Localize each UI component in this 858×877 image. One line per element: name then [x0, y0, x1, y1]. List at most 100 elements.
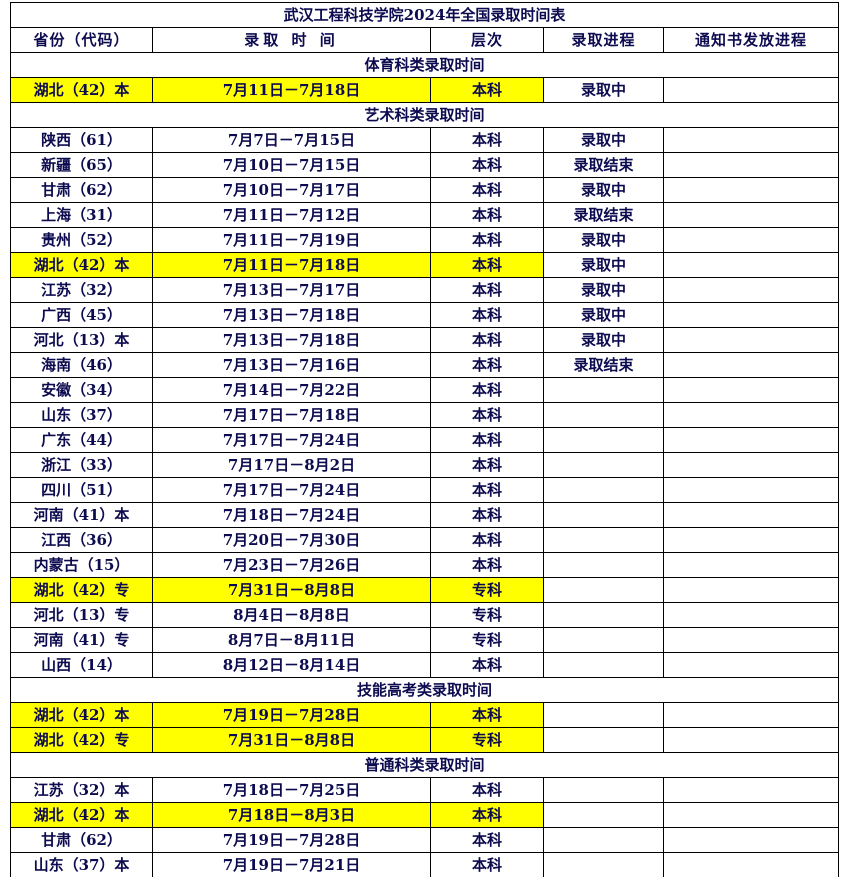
cell-progress: 录取中	[543, 302, 664, 328]
cell-progress: 录取中	[543, 227, 664, 253]
column-header-level[interactable]: 层次	[430, 27, 544, 53]
cell-level: 专科	[430, 627, 544, 653]
cell-time: 7月18日－7月25日	[152, 777, 431, 803]
cell-province: 安徽（34）	[10, 377, 153, 403]
cell-notice	[662, 227, 840, 253]
cell-progress: 录取中	[543, 77, 664, 103]
column-header-progress[interactable]: 录取进程	[543, 27, 664, 53]
table-row: 江苏（32） 7月13日－7月17日 本科 录取中	[10, 277, 840, 303]
table-row: 海南（46） 7月13日－7月16日 本科 录取结束	[10, 352, 840, 378]
cell-progress	[543, 552, 664, 578]
cell-time: 7月18日－8月3日	[152, 802, 431, 828]
cell-notice	[662, 202, 840, 228]
cell-province: 湖北（42）本	[10, 77, 153, 103]
column-header-notice[interactable]: 通知书发放进程	[662, 27, 840, 53]
page-title: 武汉工程科技学院2024年全国录取时间表	[9, 2, 840, 28]
cell-progress	[543, 502, 664, 528]
cell-time: 7月11日－7月18日	[152, 77, 431, 103]
table-row: 新疆（65） 7月10日－7月15日 本科 录取结束	[10, 152, 840, 178]
cell-time: 7月17日－8月2日	[152, 452, 431, 478]
cell-time: 7月13日－7月18日	[152, 327, 431, 353]
cell-province: 甘肃（62）	[10, 177, 153, 203]
cell-time: 7月11日－7月19日	[152, 227, 431, 253]
cell-province: 河北（13）本	[10, 327, 153, 353]
cell-time: 8月7日－8月11日	[152, 627, 431, 653]
cell-province: 四川（51）	[10, 477, 153, 503]
cell-level: 本科	[430, 702, 544, 728]
cell-progress	[543, 702, 664, 728]
table-row: 湖北（42）本 7月11日－7月18日 本科 录取中	[10, 252, 840, 278]
table-row: 河南（41）本 7月18日－7月24日 本科	[10, 502, 840, 528]
cell-notice	[662, 527, 840, 553]
cell-time: 7月31日－8月8日	[152, 727, 431, 753]
cell-province: 甘肃（62）	[10, 827, 153, 853]
cell-time: 7月11日－7月18日	[152, 252, 431, 278]
cell-time: 7月17日－7月24日	[152, 477, 431, 503]
cell-time: 7月10日－7月17日	[152, 177, 431, 203]
table-row: 湖北（42）本 7月11日－7月18日 本科 录取中	[10, 77, 840, 103]
cell-province: 山东（37）	[10, 402, 153, 428]
table-row: 湖北（42）专 7月31日－8月8日 专科	[10, 727, 840, 753]
cell-time: 7月14日－7月22日	[152, 377, 431, 403]
cell-level: 本科	[430, 452, 544, 478]
section-header-row: 艺术科类录取时间	[9, 102, 840, 128]
cell-time: 7月13日－7月18日	[152, 302, 431, 328]
table-row: 安徽（34） 7月14日－7月22日 本科	[10, 377, 840, 403]
table-row: 湖北（42）专 7月31日－8月8日 专科	[10, 577, 840, 603]
table-row: 江西（36） 7月20日－7月30日 本科	[10, 527, 840, 553]
cell-progress: 录取结束	[543, 202, 664, 228]
cell-province: 湖北（42）专	[10, 727, 153, 753]
cell-province: 河北（13）专	[10, 602, 153, 628]
cell-province: 海南（46）	[10, 352, 153, 378]
cell-province: 广东（44）	[10, 427, 153, 453]
cell-province: 江西（36）	[10, 527, 153, 553]
cell-level: 专科	[430, 577, 544, 603]
cell-notice	[662, 77, 840, 103]
section-header-label: 艺术科类录取时间	[9, 102, 840, 128]
recruitment-schedule-table: 武汉工程科技学院2024年全国录取时间表 省份（代码） 录取 时 间层次 录取进程 通知…	[9, 2, 840, 877]
cell-progress	[543, 852, 664, 877]
cell-progress: 录取中	[543, 277, 664, 303]
table-row: 甘肃（62） 7月10日－7月17日 本科 录取中	[10, 177, 840, 203]
section-header-row: 体育科类录取时间	[9, 52, 840, 78]
cell-province: 陕西（61）	[10, 127, 153, 153]
cell-province: 山东（37）本	[10, 852, 153, 877]
cell-level: 本科	[430, 352, 544, 378]
cell-level: 本科	[430, 827, 544, 853]
cell-notice	[662, 777, 840, 803]
cell-notice	[662, 252, 840, 278]
cell-notice	[662, 152, 840, 178]
cell-level: 专科	[430, 602, 544, 628]
cell-province: 江苏（32）	[10, 277, 153, 303]
cell-time: 7月13日－7月16日	[152, 352, 431, 378]
title-row: 武汉工程科技学院2024年全国录取时间表	[9, 2, 840, 28]
table-row: 陕西（61） 7月7日－7月15日 本科 录取中	[10, 127, 840, 153]
cell-notice	[662, 552, 840, 578]
column-header-time[interactable]: 录取 时 间	[152, 27, 431, 53]
cell-time: 8月4日－8月8日	[152, 602, 431, 628]
cell-time: 7月31日－8月8日	[152, 577, 431, 603]
cell-level: 本科	[430, 652, 544, 678]
table-row: 浙江（33） 7月17日－8月2日 本科	[10, 452, 840, 478]
cell-province: 贵州（52）	[10, 227, 153, 253]
cell-notice	[662, 302, 840, 328]
cell-notice	[662, 177, 840, 203]
cell-level: 本科	[430, 202, 544, 228]
cell-notice	[662, 577, 840, 603]
cell-time: 7月7日－7月15日	[152, 127, 431, 153]
cell-level: 本科	[430, 252, 544, 278]
cell-level: 本科	[430, 427, 544, 453]
cell-level: 本科	[430, 77, 544, 103]
cell-level: 本科	[430, 152, 544, 178]
cell-progress: 录取中	[543, 252, 664, 278]
cell-province: 江苏（32）本	[10, 777, 153, 803]
column-header-province[interactable]: 省份（代码）	[10, 27, 153, 53]
table-row: 河南（41）专 8月7日－8月11日 专科	[10, 627, 840, 653]
cell-progress: 录取中	[543, 327, 664, 353]
table-row: 江苏（32）本 7月18日－7月25日 本科	[10, 777, 840, 803]
cell-time: 7月19日－7月28日	[152, 702, 431, 728]
cell-notice	[662, 452, 840, 478]
cell-progress	[543, 402, 664, 428]
cell-level: 本科	[430, 552, 544, 578]
